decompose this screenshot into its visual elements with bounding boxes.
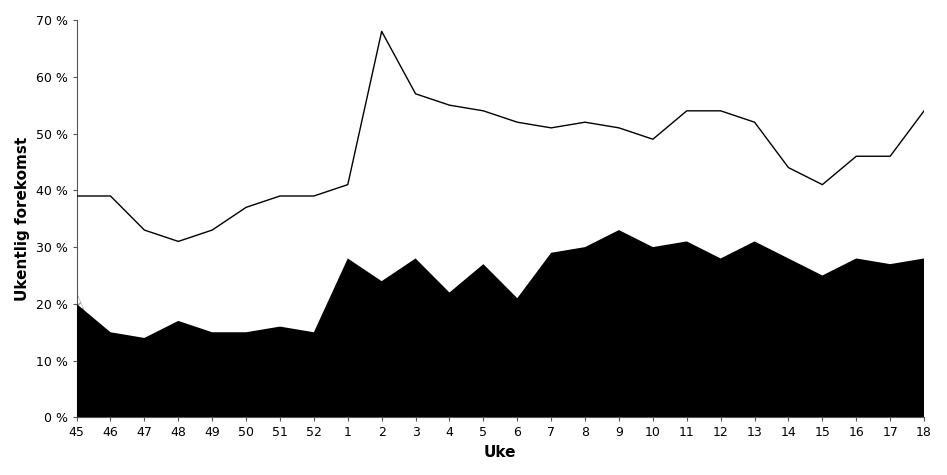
X-axis label: Uke: Uke [484, 445, 516, 460]
Y-axis label: Ukentlig forekomst: Ukentlig forekomst [15, 137, 30, 301]
